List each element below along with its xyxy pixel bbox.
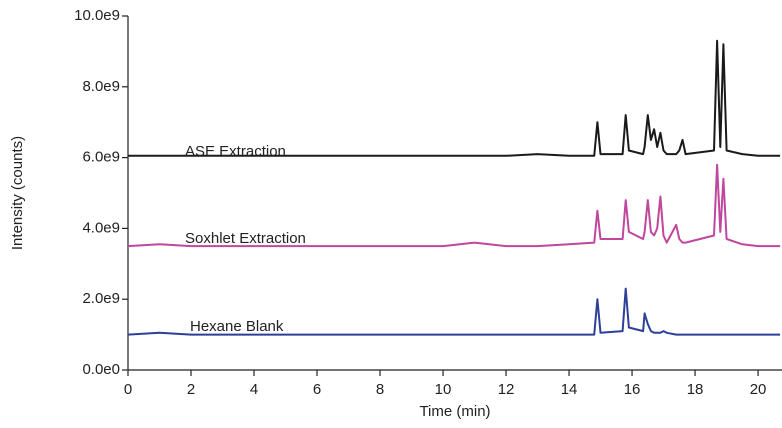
trace bbox=[127, 163, 781, 248]
y-tick-label: 2.0e9 bbox=[82, 290, 120, 307]
x-tick-label: 16 bbox=[624, 381, 641, 398]
trace-label: Hexane Blank bbox=[190, 318, 284, 335]
trace-label: Soxhlet Extraction bbox=[185, 230, 306, 247]
x-tick-label: 2 bbox=[187, 381, 195, 398]
x-tick-label: 14 bbox=[561, 381, 578, 398]
trace bbox=[128, 39, 781, 157]
x-tick-label: 4 bbox=[250, 381, 258, 398]
y-tick-label: 0.0e0 bbox=[82, 361, 120, 378]
x-tick-label: 6 bbox=[313, 381, 321, 398]
y-tick-label: 4.0e9 bbox=[82, 219, 120, 236]
y-axis-label: Intensity (counts) bbox=[9, 136, 26, 250]
x-tick-label: 8 bbox=[376, 381, 384, 398]
x-tick-label: 12 bbox=[498, 381, 515, 398]
x-axis-label: Time (min) bbox=[419, 403, 490, 420]
trace-label: ASE Extraction bbox=[185, 143, 286, 160]
x-tick-label: 18 bbox=[687, 381, 704, 398]
y-tick-label: 10.0e9 bbox=[74, 7, 120, 24]
x-tick-label: 20 bbox=[750, 381, 767, 398]
x-tick-label: 0 bbox=[124, 381, 132, 398]
trace bbox=[127, 287, 781, 336]
y-tick-label: 6.0e9 bbox=[82, 149, 120, 166]
x-tick-label: 10 bbox=[435, 381, 452, 398]
y-tick-label: 8.0e9 bbox=[82, 78, 120, 95]
